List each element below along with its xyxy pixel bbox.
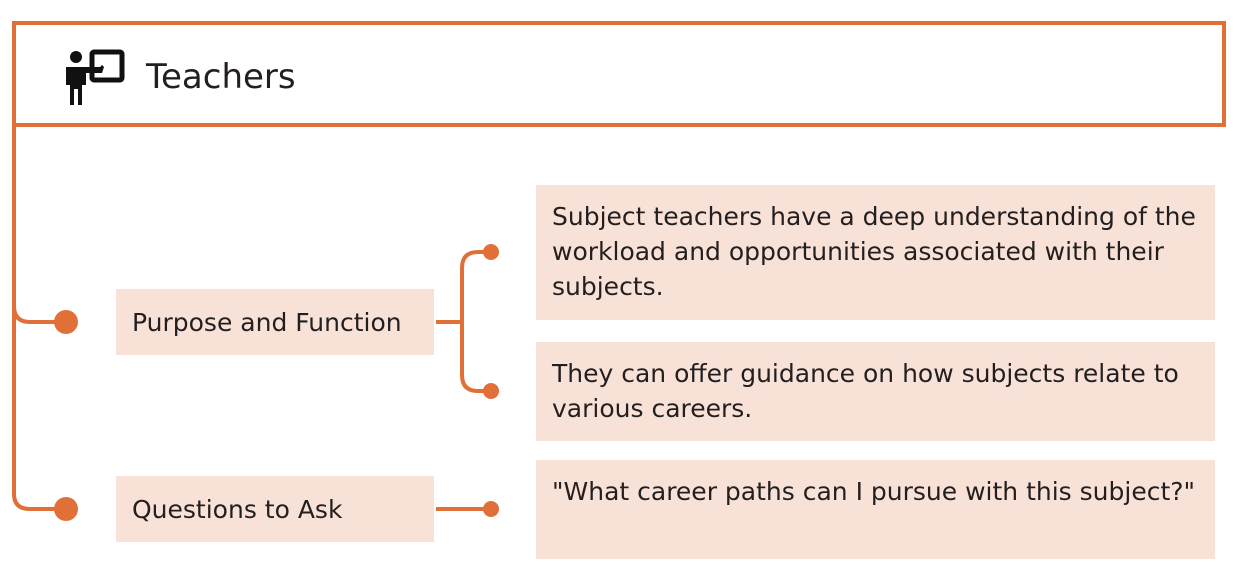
detail-text: Subject teachers have a deep understandi… <box>552 202 1196 301</box>
header-panel: Teachers <box>12 21 1226 127</box>
page-title: Teachers <box>146 57 296 97</box>
node-label-text: Questions to Ask <box>132 494 343 524</box>
detail-dot-2 <box>483 383 499 399</box>
purpose-bracket <box>460 250 490 393</box>
trunk-line <box>12 123 64 324</box>
node-label-text: Purpose and Function <box>132 307 402 337</box>
detail-dot-3 <box>483 501 499 517</box>
detail-box: They can offer guidance on how subjects … <box>536 342 1215 441</box>
detail-text: They can offer guidance on how subjects … <box>552 359 1179 423</box>
detail-dot-1 <box>483 244 499 260</box>
detail-box: "What career paths can I pursue with thi… <box>536 460 1215 559</box>
node-dot-purpose <box>54 310 78 334</box>
teacher-presenting-icon <box>66 49 125 105</box>
node-label-purpose: Purpose and Function <box>116 289 434 355</box>
trunk-line-lower <box>12 306 64 511</box>
node-dot-questions <box>54 497 78 521</box>
detail-box: Subject teachers have a deep understandi… <box>536 185 1215 320</box>
detail-text: "What career paths can I pursue with thi… <box>552 477 1196 506</box>
node-label-questions: Questions to Ask <box>116 476 434 542</box>
